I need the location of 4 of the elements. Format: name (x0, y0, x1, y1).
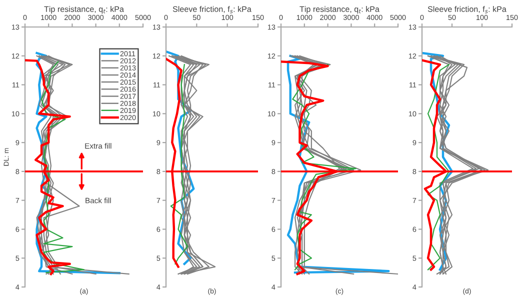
chart-title: Sleeve friction, f$_{s}$: kPa (428, 6, 506, 14)
chart-title: Sleeve friction, f$_{s}$: kPa (172, 6, 252, 14)
chart-title: Tip resistance, q$_{t}$: kPa (44, 6, 124, 14)
chart-title: Tip resistance, q$_{t}$: kPa (300, 6, 380, 14)
